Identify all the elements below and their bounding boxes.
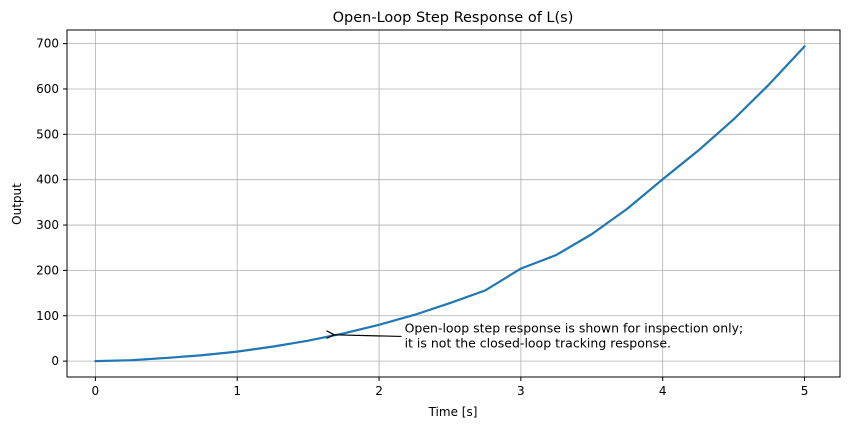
annotation-arrow xyxy=(334,335,402,337)
annotation-layer: Open-loop step response is shown for ins… xyxy=(334,320,743,350)
y-tick-label: 700 xyxy=(36,37,59,51)
grid-lines xyxy=(67,30,840,377)
x-tick-label: 5 xyxy=(801,384,809,398)
y-tick-label: 100 xyxy=(36,309,59,323)
y-tick-label: 500 xyxy=(36,127,59,141)
y-tick-label: 400 xyxy=(36,173,59,187)
x-tick-label: 3 xyxy=(517,384,525,398)
annotation-text-line: it is not the closed-loop tracking respo… xyxy=(405,335,671,350)
axis-ticks: 0 1 2 3 4 5 0 100 200 300 400 500 600 700 xyxy=(36,37,808,398)
chart-title: Open-Loop Step Response of L(s) xyxy=(333,10,574,26)
plot-frame xyxy=(66,29,841,378)
x-tick-label: 0 xyxy=(92,384,100,398)
x-tick-label: 1 xyxy=(233,384,241,398)
x-tick-label: 4 xyxy=(659,384,667,398)
x-tick-label: 2 xyxy=(375,384,383,398)
annotation-text-line: Open-loop step response is shown for ins… xyxy=(405,320,744,335)
y-tick-label: 0 xyxy=(51,354,59,368)
x-axis-label: Time [s] xyxy=(428,405,478,419)
y-tick-label: 200 xyxy=(36,263,59,277)
plot-background xyxy=(67,30,840,377)
series-line xyxy=(94,45,806,363)
y-tick-label: 600 xyxy=(36,82,59,96)
y-tick-label: 300 xyxy=(36,218,59,232)
series-layer xyxy=(94,45,806,363)
y-axis-label: Output xyxy=(10,183,24,225)
